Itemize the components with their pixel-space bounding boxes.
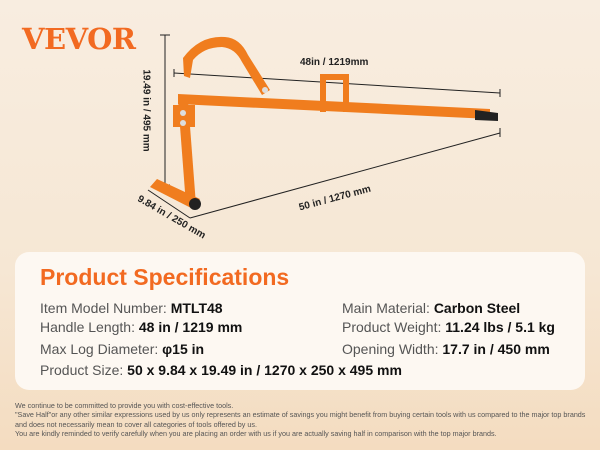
disclaimer: We continue to be committed to provide y… (15, 401, 590, 439)
specifications-card: Product Specifications Item Model Number… (15, 252, 585, 390)
spec-opening-width: Opening Width: 17.7 in / 450 mm (342, 341, 550, 357)
disclaimer-line: We continue to be committed to provide y… (15, 401, 234, 410)
spec-handle-length: Handle Length: 48 in / 1219 mm (40, 319, 243, 335)
vevor-logo: VEVOR (22, 22, 136, 56)
spec-weight: Product Weight: 11.24 lbs / 5.1 kg (342, 319, 555, 335)
spec-model: Item Model Number: MTLT48 (40, 300, 223, 316)
rubber-grip (475, 110, 498, 121)
height-dimension: 19.49 in / 495 mm (140, 69, 152, 152)
spec-log-diameter: Max Log Diameter: φ15 in (40, 341, 205, 357)
spec-product-size: Product Size: 50 x 9.84 x 19.49 in / 127… (40, 362, 402, 378)
foot-cap (189, 198, 201, 210)
handle-dimension: 48in / 1219mm (300, 57, 369, 68)
disclaimer-line: You are kindly reminded to verify carefu… (15, 429, 497, 439)
log-tool (150, 36, 490, 209)
specifications-title: Product Specifications (40, 264, 290, 290)
log-tool-illustration (147, 34, 501, 219)
disclaimer-line: "Save Half"or any other similar expressi… (15, 410, 586, 429)
spec-material: Main Material: Carbon Steel (342, 300, 521, 316)
